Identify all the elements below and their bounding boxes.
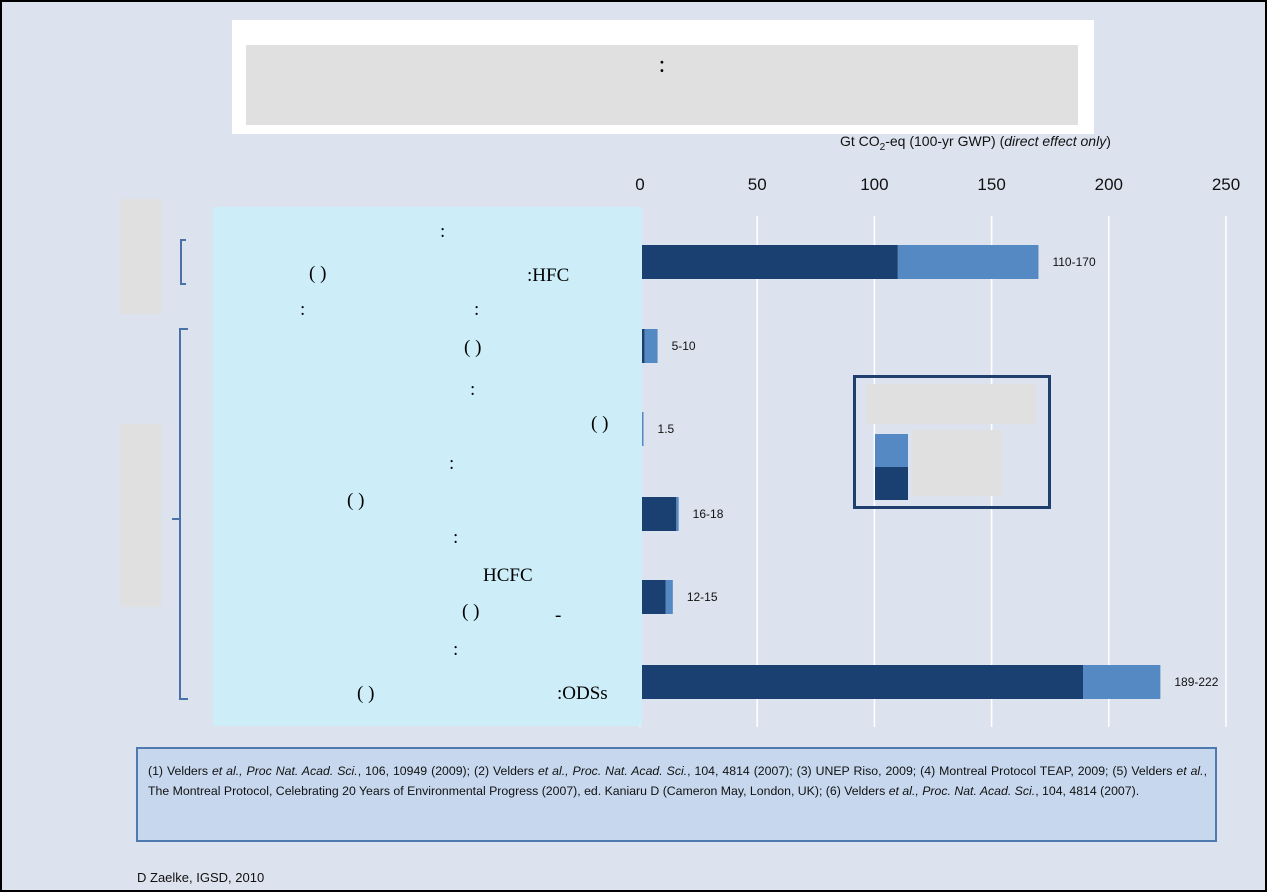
bar-dark-4 [640, 580, 666, 614]
x-axis-title: Gt CO2-eq (100-yr GWP) (direct effect on… [840, 133, 1111, 153]
title-box: : [232, 20, 1094, 134]
ref-italic-4: et al., Proc. Nat. Acad. Sci. [888, 784, 1036, 798]
label-10: ( ) [347, 490, 365, 511]
label-5: : [474, 299, 480, 320]
label-15: : [453, 639, 459, 660]
category-label-panel: : ( ) :HFC : : ( ) : ( ) : ( ) : HCFC ( … [213, 207, 642, 726]
ref-text-1: (1) Velders [148, 764, 212, 778]
axis-title-subscript: 2 [879, 141, 886, 153]
bar-light-1 [644, 329, 658, 363]
x-tick-label: 250 [1212, 175, 1240, 194]
label-13: ( ) [462, 601, 480, 622]
ref-text-4: , The Montreal Protocol, Celebrating 20 … [148, 764, 1207, 798]
legend-title [866, 384, 1036, 424]
label-7: : [470, 379, 476, 400]
group-label-block-top [120, 199, 161, 314]
label-12: HCFC [483, 565, 533, 586]
legend-entry-text [912, 430, 1002, 496]
bracket-top [180, 239, 186, 285]
label-16: ( ) [357, 683, 375, 704]
label-9: : [449, 453, 455, 474]
axis-title-suffix: ) [1106, 133, 1111, 149]
axis-title-mid: -eq (100-yr GWP) ( [885, 133, 1005, 149]
legend [853, 375, 1051, 509]
x-tick-label: 100 [860, 175, 888, 194]
x-tick-label: 150 [977, 175, 1005, 194]
value-label-2: 1.5 [658, 422, 675, 436]
bar-dark-0 [640, 245, 898, 279]
chart-title: : [246, 45, 1078, 125]
bar-light-2 [641, 412, 644, 446]
label-3: :HFC [527, 265, 570, 286]
bar-dark-3 [640, 497, 677, 531]
label-17: :ODSs [557, 683, 608, 704]
label-2: ( ) [309, 263, 327, 284]
ref-italic-2: et al., Proc. Nat. Acad. Sci. [537, 764, 688, 778]
label-14: - [555, 605, 562, 626]
label-6: ( ) [464, 337, 482, 358]
ref-italic-1: et al., Proc Nat. Acad. Sci. [211, 764, 358, 778]
x-tick-label: 50 [748, 175, 767, 194]
value-label-0: 110-170 [1052, 255, 1095, 269]
ref-text-5: , 104, 4814 (2007). [1035, 784, 1140, 798]
bar-light-5 [1083, 665, 1161, 699]
x-tick-labels: 0 50 100 150 200 250 [635, 175, 1240, 194]
label-1: : [440, 221, 446, 242]
legend-swatch-light [875, 434, 908, 467]
ref-italic-3: et al. [1176, 764, 1204, 778]
label-8: ( ) [591, 413, 609, 434]
label-4: : [300, 299, 306, 320]
axis-title-prefix: Gt CO [840, 133, 880, 149]
bar-dark-5 [640, 665, 1084, 699]
legend-swatch-dark [875, 467, 908, 500]
value-label-4: 12-15 [687, 590, 718, 604]
bars [640, 245, 1161, 699]
value-labels: 110-170 5-10 1.5 16-18 12-15 189-222 [658, 255, 1219, 689]
credit-line: D Zaelke, IGSD, 2010 [137, 870, 265, 885]
bar-dark-1 [640, 329, 645, 363]
bar-light-4 [665, 580, 673, 614]
bar-light-3 [676, 497, 679, 531]
group-label-block-bottom [120, 424, 161, 607]
value-label-1: 5-10 [672, 339, 696, 353]
x-tick-label: 200 [1095, 175, 1123, 194]
group-brackets [172, 239, 188, 700]
label-11: : [453, 527, 459, 548]
bar-light-0 [897, 245, 1039, 279]
value-label-5: 189-222 [1174, 675, 1218, 689]
axis-title-italic: direct effect only [1004, 133, 1107, 149]
references-box: (1) Velders et al., Proc Nat. Acad. Sci.… [136, 747, 1217, 842]
x-tick-label: 0 [635, 175, 644, 194]
ref-text-3: , 104, 4814 (2007); (3) UNEP Riso, 2009;… [687, 764, 1177, 778]
value-label-3: 16-18 [693, 507, 724, 521]
ref-text-2: , 106, 10949 (2009); (2) Velders [357, 764, 538, 778]
bracket-bottom [179, 328, 188, 700]
